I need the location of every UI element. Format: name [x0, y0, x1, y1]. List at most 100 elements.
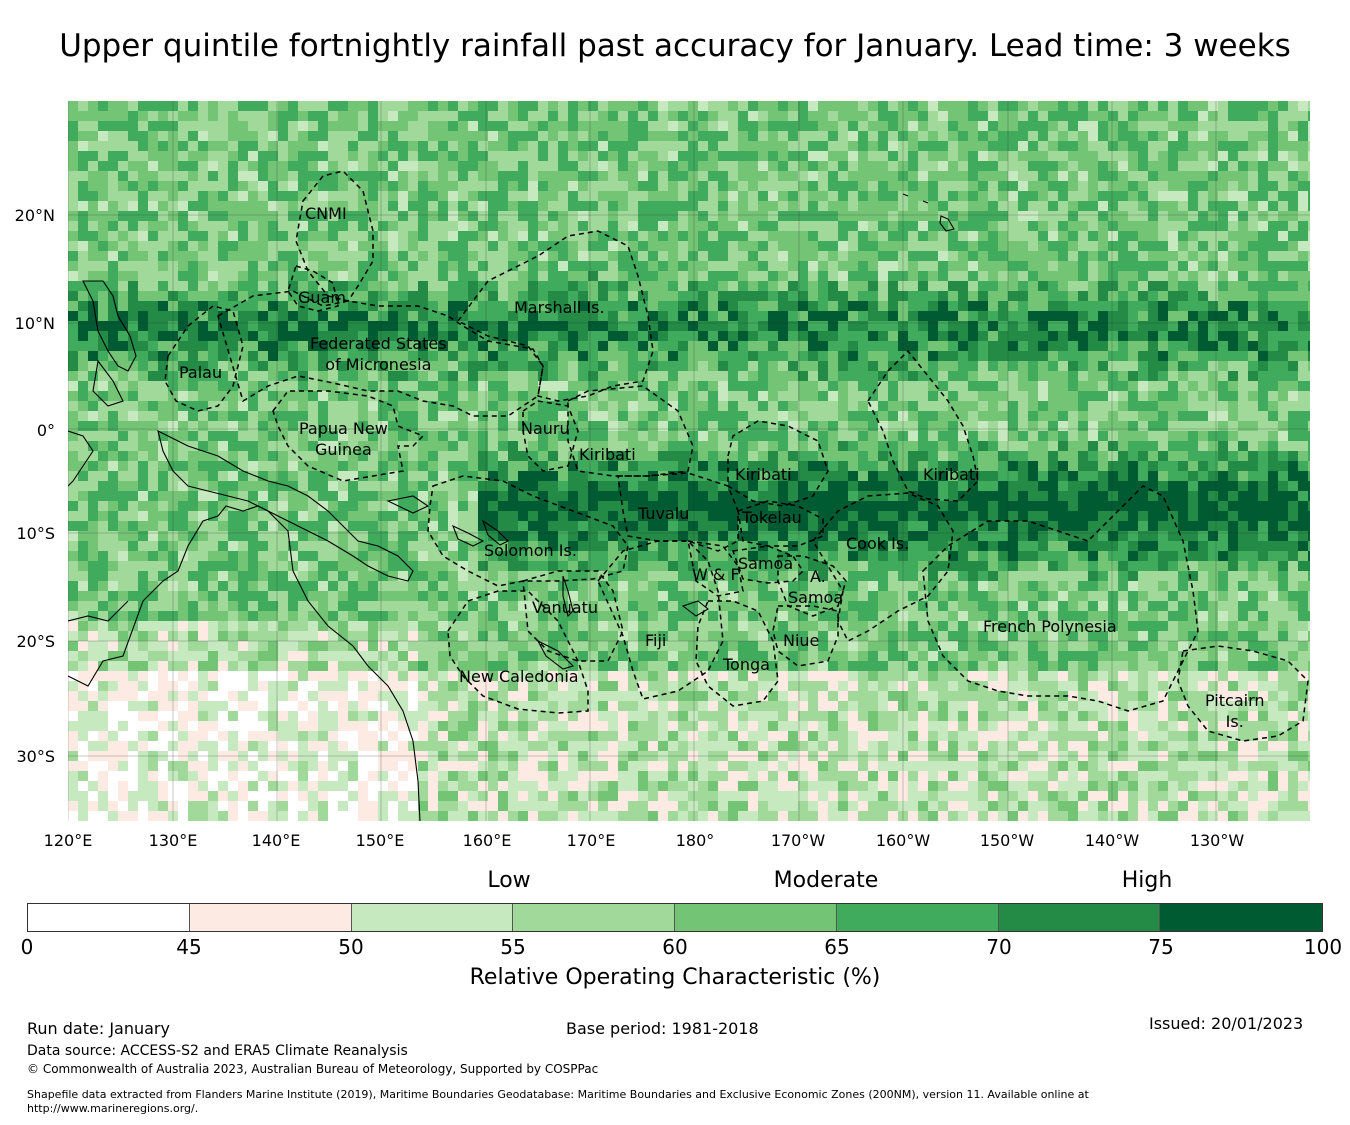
region-label-wallis-futuna: W & F [692, 565, 740, 584]
lon-label-170e: 170°E [566, 831, 616, 850]
lat-label-20n: 20°N [14, 206, 55, 225]
solomon-coast-2 [481, 519, 509, 546]
eez-png [272, 390, 425, 482]
region-label-solomon: Solomon Is. [484, 541, 577, 560]
eez-boundaries [164, 170, 1309, 742]
region-label-fiji: Fiji [645, 631, 667, 650]
lon-label-160w: 160°W [875, 831, 931, 850]
run-date: Run date: January [27, 1019, 170, 1038]
chart-title: Upper quintile fortnightly rainfall past… [59, 28, 1291, 64]
lat-label-30s: 30°S [16, 747, 55, 766]
eez-kiribati-line [867, 349, 979, 502]
lon-label-170w: 170°W [770, 831, 826, 850]
region-label-pitcairn: Pitcairn Is. [1205, 691, 1265, 731]
eez-guam [287, 265, 339, 312]
colorbar-tick-70: 70 [986, 935, 1012, 959]
colorbar-tick-65: 65 [824, 935, 850, 959]
eez-vanuatu [522, 570, 624, 662]
region-label-niue: Niue [783, 631, 820, 650]
new-britain-coast [386, 495, 430, 514]
roc-grid-cells [68, 101, 1310, 821]
colorbar-tick-0: 0 [20, 935, 34, 959]
lon-label-160e: 160°E [462, 831, 512, 850]
copyright: © Commonwealth of Australia 2023, Austra… [27, 1062, 599, 1076]
region-label-png: Papua New Guinea [299, 419, 388, 459]
colorbar-tick-60: 60 [662, 935, 688, 959]
lon-label-130e: 130°E [148, 831, 198, 850]
lat-label-10s: 10°S [16, 524, 55, 543]
legend-category-low: Low [487, 868, 531, 893]
base-period: Base period: 1981-2018 [566, 1019, 759, 1038]
legend-colorbar [27, 903, 1323, 932]
eez-american-samoa [777, 555, 847, 617]
colorbar-bin-55-60 [513, 904, 675, 931]
new-guinea-coast [157, 429, 414, 582]
region-label-marshall: Marshall Is. [514, 298, 605, 317]
colorbar-tick-50: 50 [338, 935, 364, 959]
lat-label-10n: 10°N [14, 314, 55, 333]
eez-nauru [522, 400, 579, 472]
colorbar-tick-75: 75 [1148, 935, 1174, 959]
eez-cnmi [295, 170, 374, 302]
philippines-south [92, 359, 124, 407]
region-label-palau: Palau [179, 363, 223, 382]
legend-category-moderate: Moderate [773, 868, 879, 893]
new-caledonia-coast [536, 639, 575, 670]
eez-tuvalu [617, 472, 739, 552]
eez-kiribati-phoenix [727, 420, 829, 507]
eez-new-caledonia [447, 590, 589, 714]
colorbar-bin-70-75 [998, 904, 1161, 931]
hawaii-coast [939, 215, 955, 232]
lat-label-0: 0° [36, 421, 55, 440]
region-label-kiribati-west: Kiribati [579, 445, 636, 464]
region-label-american-samoa-b: Samoa [788, 588, 844, 607]
lon-label-180: 180° [675, 831, 715, 850]
colorbar-bin-50-55 [351, 904, 514, 931]
eez-marshall [456, 230, 654, 402]
lon-label-130w: 130°W [1189, 831, 1245, 850]
region-label-tokelau: Tokelau [742, 508, 802, 527]
shapefile-credit: Shapefile data extracted from Flanders M… [27, 1088, 1089, 1115]
eez-tokelau [737, 500, 824, 547]
data-source: Data source: ACCESS-S2 and ERA5 Climate … [27, 1043, 408, 1059]
region-label-vanuatu: Vanuatu [532, 598, 599, 617]
colorbar-bin-60-65 [675, 904, 837, 931]
region-label-cnmi: CNMI [305, 204, 347, 223]
lon-label-140w: 140°W [1084, 831, 1140, 850]
region-label-guam: Guam [298, 288, 346, 307]
map-gridlines [68, 101, 1310, 821]
vanuatu-coast [562, 575, 574, 618]
lat-label-20s: 20°S [16, 632, 55, 651]
coastlines [68, 193, 955, 821]
australia-gulf [68, 600, 129, 622]
lon-label-120e: 120°E [43, 831, 93, 850]
eez-niue [772, 605, 839, 667]
lon-label-150e: 150°E [355, 831, 405, 850]
eez-fiji [597, 540, 724, 700]
eez-wallis-futuna [687, 540, 744, 597]
colorbar-tick-100: 100 [1303, 935, 1343, 959]
region-label-nauru: Nauru [521, 419, 570, 438]
eez-pitcairn [1177, 645, 1309, 742]
philippines-coast [82, 280, 137, 372]
region-label-american-samoa-a: A. [810, 567, 826, 586]
solomon-coast [451, 524, 485, 547]
colorbar-bin-75-100 [1160, 904, 1322, 931]
eez-cook [812, 492, 954, 643]
region-label-cook: Cook Is. [846, 534, 910, 553]
rainfall-accuracy-map [68, 101, 1310, 821]
colorbar-bin-65-70 [836, 904, 999, 931]
region-label-french-polynesia: French Polynesia [983, 617, 1117, 636]
eez-samoa [731, 545, 804, 584]
sulawesi-coast [68, 430, 94, 487]
region-label-fsm: Federated States of Micronesia [310, 334, 447, 374]
eez-palau [164, 305, 244, 412]
colorbar-bin-0-45 [28, 904, 190, 931]
region-label-kiribati-central: Kiribati [735, 465, 792, 484]
eez-tonga [695, 600, 779, 707]
legend-category-high: High [1121, 868, 1173, 893]
eez-solomon [427, 475, 629, 587]
map-canvas [68, 101, 1310, 821]
lon-label-150w: 150°W [979, 831, 1035, 850]
lon-label-140e: 140°E [251, 831, 301, 850]
